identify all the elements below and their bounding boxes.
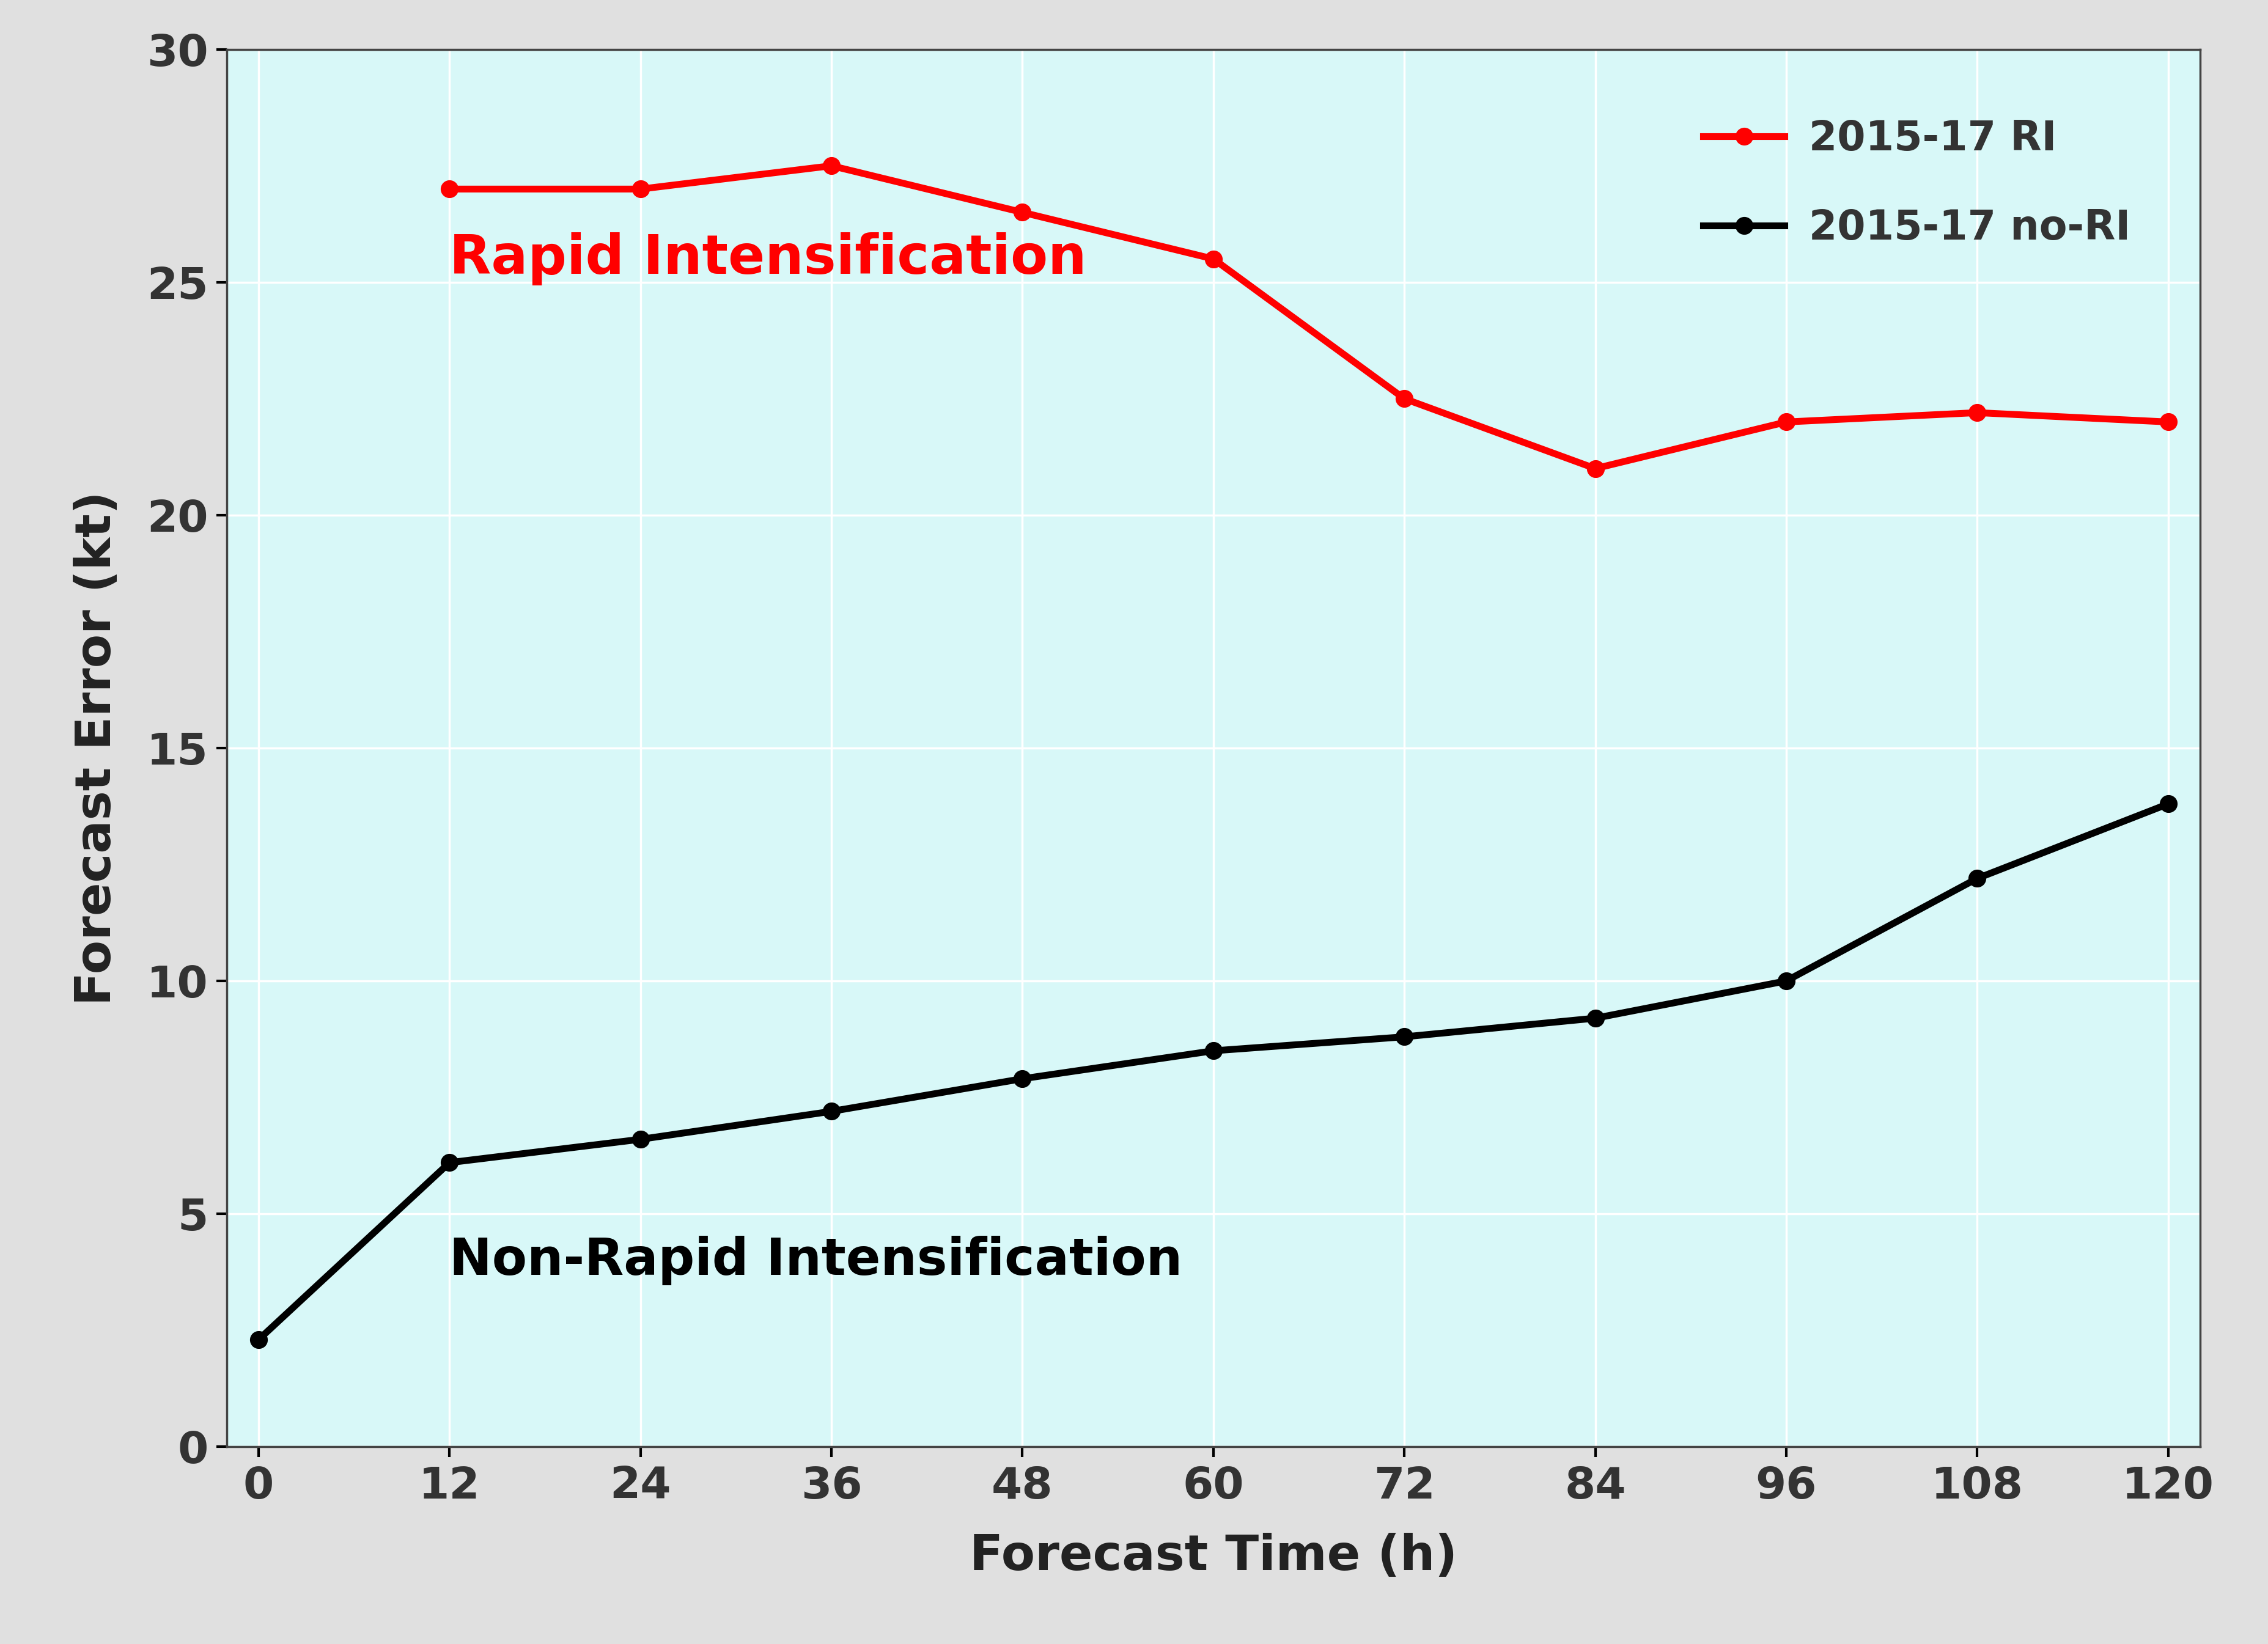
2015-17 no-RI [1009, 1069, 1036, 1088]
2015-17 no-RI [1390, 1028, 1418, 1047]
2015-17 no-RI [1200, 1041, 1227, 1060]
2015-17 no-RI [245, 1330, 272, 1350]
2015-17 no-RI [435, 1152, 463, 1172]
X-axis label: Forecast Time (h): Forecast Time (h) [968, 1532, 1458, 1580]
2015-17 no-RI [1581, 1008, 1608, 1028]
2015-17 RI [1581, 459, 1608, 478]
2015-17 no-RI [2155, 794, 2182, 814]
2015-17 RI [2155, 413, 2182, 432]
Y-axis label: Forecast Error (kt): Forecast Error (kt) [73, 492, 120, 1004]
2015-17 no-RI [1964, 868, 1991, 888]
2015-17 RI [435, 179, 463, 199]
2015-17 RI [1774, 413, 1801, 432]
2015-17 RI [626, 179, 653, 199]
2015-17 RI [1200, 250, 1227, 270]
Legend: 2015-17 RI, 2015-17 no-RI: 2015-17 RI, 2015-17 no-RI [1653, 69, 2180, 298]
2015-17 no-RI [1774, 972, 1801, 991]
2015-17 no-RI [819, 1101, 846, 1121]
Line: 2015-17 RI: 2015-17 RI [440, 158, 2177, 477]
2015-17 RI [1964, 403, 1991, 423]
2015-17 RI [1390, 390, 1418, 409]
2015-17 RI [1009, 202, 1036, 222]
Line: 2015-17 no-RI: 2015-17 no-RI [249, 796, 2177, 1348]
2015-17 no-RI [626, 1129, 653, 1149]
2015-17 RI [819, 156, 846, 176]
Text: Rapid Intensification: Rapid Intensification [449, 232, 1086, 286]
Text: Non-Rapid Intensification: Non-Rapid Intensification [449, 1236, 1182, 1286]
